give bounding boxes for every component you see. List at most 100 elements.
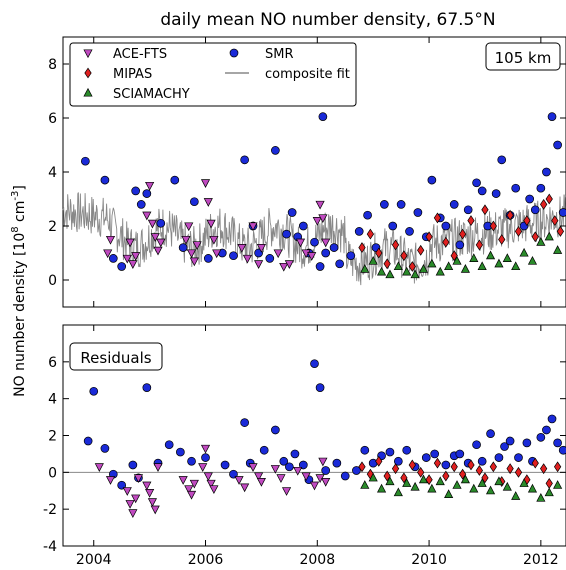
bottom-y-tick-label: 6 (48, 355, 57, 371)
data-point-mipas (489, 461, 497, 473)
data-point-ace-fts (242, 254, 253, 264)
data-point-smr (522, 438, 532, 448)
data-point-smr (128, 460, 138, 470)
data-point-smr (340, 471, 350, 481)
data-point-smr (472, 440, 481, 450)
data-point-smr (335, 259, 344, 269)
legend-entry: composite fit (225, 67, 350, 82)
altitude-label: 105 km (495, 49, 552, 67)
data-point-ace-fts (209, 485, 219, 495)
top-y-tick-label: 6 (48, 111, 57, 127)
data-point-smr (176, 447, 185, 457)
data-point-ace-fts (147, 219, 158, 229)
data-point-mipas (489, 220, 497, 232)
data-point-ace-fts (145, 489, 155, 498)
data-point-smr (142, 189, 152, 198)
data-point-sciamachy (527, 255, 538, 265)
data-point-sciamachy (368, 472, 378, 482)
data-point-smr (315, 383, 325, 392)
data-point-ace-fts (315, 200, 325, 210)
data-point-ace-fts (206, 219, 216, 229)
data-point-smr (321, 248, 331, 258)
residuals-box: Residuals (69, 342, 163, 371)
data-point-ace-fts (186, 249, 197, 259)
data-point-smr (553, 438, 562, 448)
top-y-tick-label: 8 (48, 57, 57, 73)
data-point-ace-fts (254, 260, 264, 269)
data-point-smr (360, 445, 370, 455)
data-point-ace-fts (256, 477, 266, 487)
data-point-smr (131, 186, 141, 196)
data-point-sciamachy (511, 491, 521, 500)
data-point-ace-fts (234, 476, 244, 485)
data-point-ace-fts (153, 246, 163, 256)
data-point-smr (117, 262, 127, 271)
data-point-smr (354, 227, 364, 236)
data-point-sciamachy (444, 489, 454, 498)
data-point-smr (455, 240, 465, 250)
legend-marker (229, 48, 239, 58)
data-point-sciamachy (427, 258, 437, 268)
data-point-smr (380, 200, 389, 209)
data-point-ace-fts (203, 472, 213, 482)
data-point-sciamachy (444, 261, 454, 271)
data-point-mipas (540, 463, 548, 475)
data-point-sciamachy (368, 255, 378, 265)
data-point-mipas (417, 466, 425, 478)
data-point-ace-fts (189, 257, 199, 267)
data-point-ace-fts (184, 485, 194, 495)
data-point-smr (402, 445, 412, 455)
data-point-ace-fts (200, 179, 211, 188)
data-point-smr (525, 194, 535, 204)
data-point-ace-fts (198, 463, 208, 472)
data-point-ace-fts (105, 476, 116, 485)
data-point-ace-fts (150, 505, 160, 515)
bottom-series-mipas (358, 455, 562, 489)
data-point-smr (396, 200, 406, 209)
data-point-smr (156, 218, 166, 228)
data-point-smr (505, 436, 515, 446)
data-point-sciamachy (385, 476, 395, 486)
data-point-mipas (375, 247, 383, 259)
data-point-mipas (553, 461, 562, 473)
data-point-sciamachy (410, 269, 420, 279)
legend-label: SMR (265, 47, 294, 62)
data-point-sciamachy (544, 231, 554, 241)
data-point-mipas (556, 225, 565, 237)
legend-label: composite fit (265, 67, 350, 82)
data-point-ace-fts (184, 222, 194, 232)
data-point-smr (542, 425, 551, 435)
data-point-mipas (417, 244, 425, 256)
data-point-smr (547, 414, 557, 424)
data-point-mipas (467, 459, 475, 471)
data-point-mipas (383, 258, 391, 270)
top-y-tick-label: 2 (48, 219, 57, 235)
legend-label: SCIAMACHY (113, 87, 190, 102)
data-point-sciamachy (452, 255, 462, 265)
data-point-sciamachy (360, 480, 370, 489)
data-point-smr (500, 442, 509, 451)
legend-marker (83, 49, 93, 59)
data-point-mipas (391, 239, 400, 251)
data-point-mipas (366, 228, 375, 240)
data-point-smr (298, 221, 308, 231)
data-point-ace-fts (128, 260, 138, 269)
data-point-smr (346, 251, 356, 261)
data-point-smr (413, 208, 423, 217)
data-point-ace-fts (131, 494, 141, 504)
data-point-smr (491, 189, 501, 198)
x-tick-label: 2006 (188, 552, 224, 568)
data-point-smr (514, 453, 523, 462)
data-point-ace-fts (189, 479, 199, 489)
x-tick-label: 2010 (411, 552, 447, 568)
data-point-sciamachy (393, 261, 403, 271)
residuals-label: Residuals (80, 349, 151, 367)
data-point-sciamachy (469, 253, 479, 262)
data-point-ace-fts (125, 500, 135, 509)
data-point-smr (511, 183, 521, 193)
data-point-mipas (408, 459, 416, 471)
data-point-ace-fts (105, 235, 116, 245)
data-point-sciamachy (553, 245, 563, 254)
data-point-sciamachy (376, 483, 387, 493)
